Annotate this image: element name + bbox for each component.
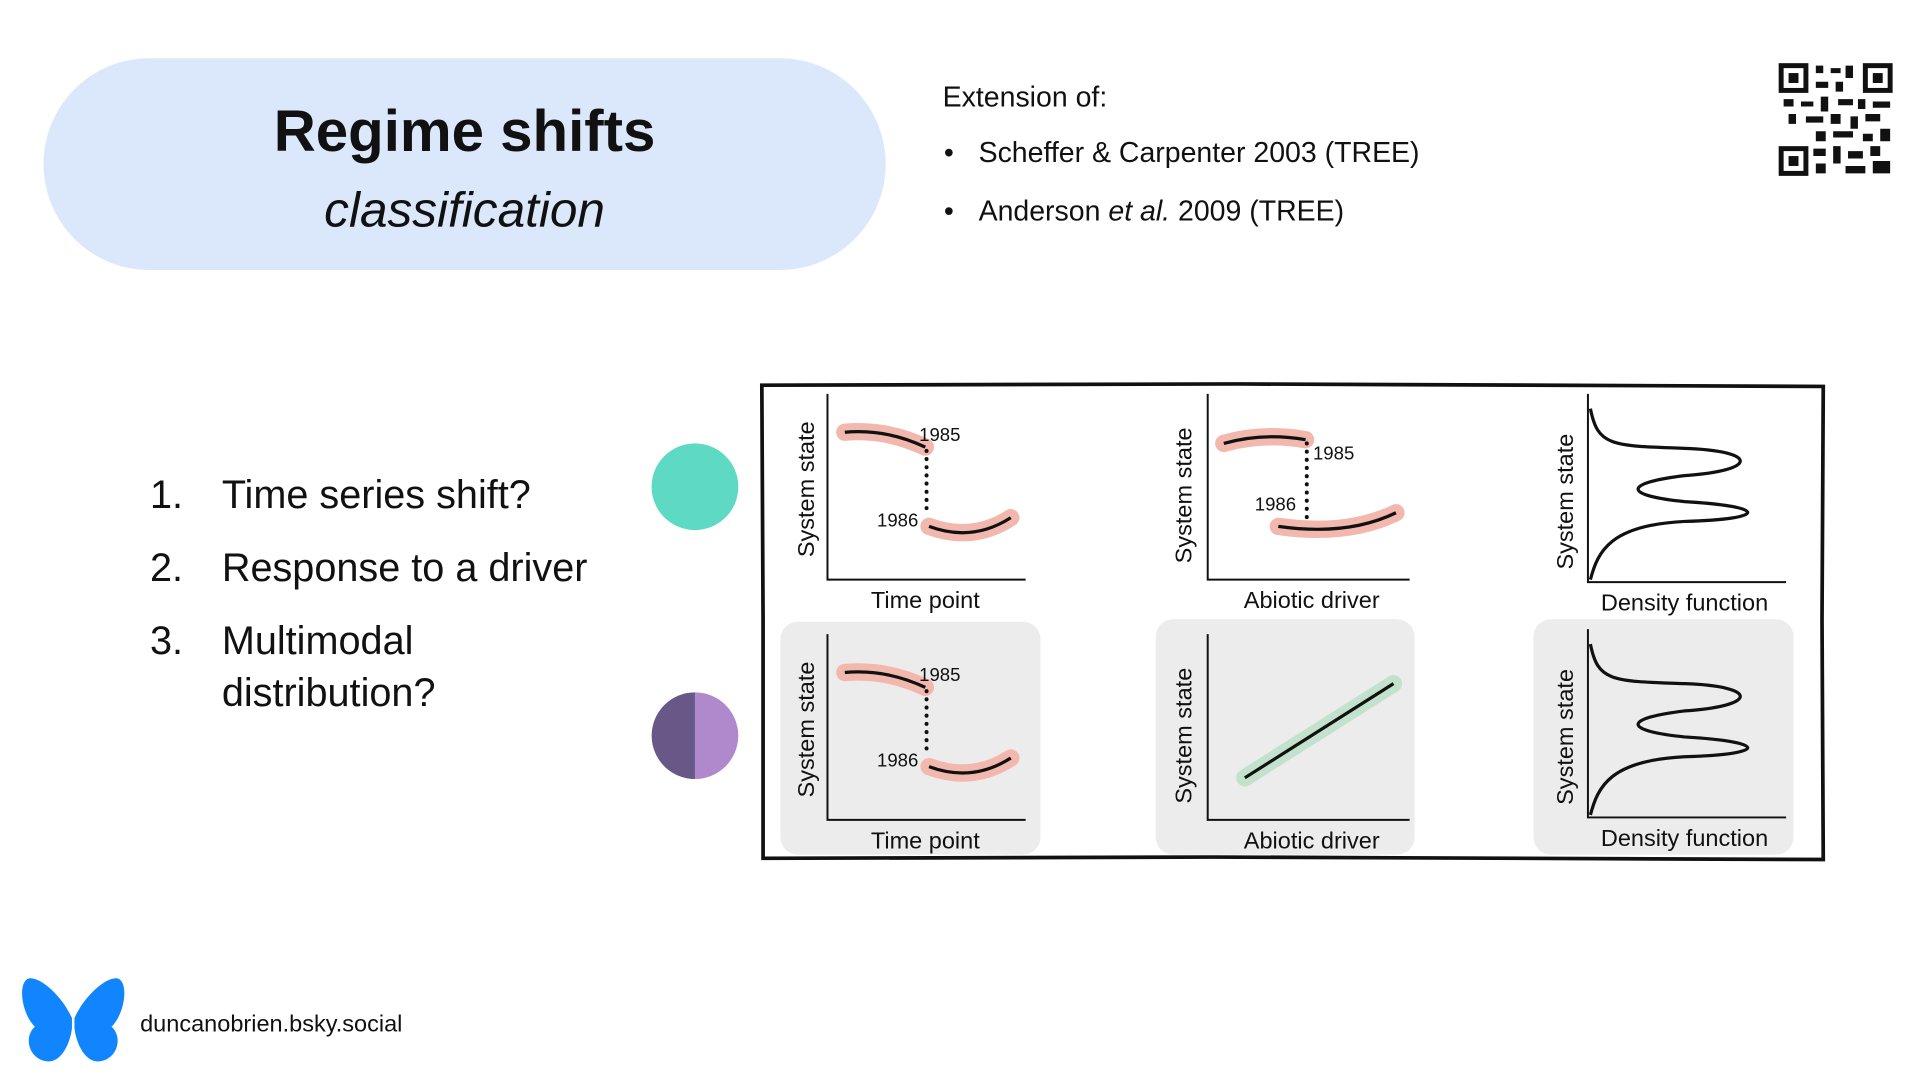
qr-modules — [1783, 65, 1891, 174]
panel-background — [1155, 619, 1415, 855]
qr-finder — [1788, 156, 1799, 166]
panel: 1985 1986 System state Abiotic driver — [1171, 393, 1410, 613]
qr-finder — [1788, 73, 1799, 83]
panel: System state Abiotic driver — [1171, 634, 1410, 853]
axes — [826, 634, 1026, 821]
list-item: Response to a driver — [222, 546, 588, 590]
y-axis-label: System state — [793, 421, 819, 557]
panel: 1985 1986 System state Time point — [793, 393, 1026, 613]
response-line — [1244, 682, 1395, 780]
regime-curve — [1278, 511, 1397, 531]
y-axis-label: System state — [1552, 669, 1578, 805]
x-axis-label: Density function — [1601, 590, 1768, 616]
annotation: 1985 — [919, 664, 960, 685]
bullet: • — [944, 195, 954, 227]
x-axis-label: Density function — [1601, 825, 1768, 851]
panel: System state Density function — [1552, 393, 1787, 616]
annotation: 1986 — [1255, 493, 1296, 514]
panel: 1985 1986 System state Time point — [793, 634, 1026, 853]
reference: Scheffer & Carpenter 2003 (TREE) — [979, 137, 1420, 169]
axes — [1206, 393, 1410, 581]
qr-finder — [1778, 146, 1809, 176]
axes — [1206, 634, 1410, 821]
annotation: 1985 — [1313, 442, 1354, 463]
reference-italic: et al. — [1108, 195, 1170, 227]
subtitle: classification — [324, 183, 605, 238]
x-axis-label: Time point — [871, 827, 980, 853]
list-item: Multimodal — [222, 619, 414, 663]
y-axis-label: System state — [1171, 668, 1197, 804]
row-marker — [651, 692, 695, 780]
x-axis-label: Time point — [871, 587, 980, 613]
wing — [74, 978, 125, 1062]
list-number: 3. — [150, 619, 183, 663]
annotation: 1986 — [877, 750, 918, 771]
x-axis-label: Abiotic driver — [1244, 827, 1380, 853]
title-pill — [43, 58, 886, 270]
list-number: 2. — [150, 546, 183, 590]
panel: System state Density function — [1552, 629, 1787, 851]
reference: Anderson et al. 2009 (TREE) — [979, 195, 1345, 227]
regime-curve — [928, 756, 1012, 775]
x-axis-label: Abiotic driver — [1244, 587, 1380, 613]
axes — [1586, 393, 1787, 584]
list-item: Time series shift? — [222, 473, 531, 517]
axes — [1586, 629, 1787, 819]
list-item: distribution? — [222, 671, 436, 715]
y-axis-label: System state — [1552, 434, 1578, 570]
density-curve — [1588, 408, 1750, 581]
annotation: 1985 — [919, 424, 960, 445]
reference-part: Anderson — [979, 195, 1109, 227]
qr-finder — [1872, 73, 1883, 83]
density-curve — [1588, 643, 1750, 816]
social-handle: duncanobrien.bsky.social — [140, 1011, 402, 1037]
reference-part: 2009 (TREE) — [1170, 195, 1344, 227]
qr-code — [1778, 63, 1893, 176]
wing — [22, 978, 72, 1062]
y-axis-label: System state — [1171, 427, 1197, 563]
list-number: 1. — [150, 473, 183, 517]
regime-curve — [928, 516, 1012, 535]
annotation: 1986 — [877, 509, 918, 530]
row-marker — [694, 692, 739, 780]
axes — [826, 393, 1026, 581]
extension-heading: Extension of: — [943, 82, 1108, 114]
regime-curve — [1223, 435, 1306, 445]
title: Regime shifts — [274, 99, 656, 164]
y-axis-label: System state — [793, 662, 819, 798]
butterfly-logo — [22, 978, 125, 1062]
qr-finder — [1862, 63, 1893, 93]
bullet: • — [944, 137, 954, 169]
qr-finder — [1778, 63, 1809, 93]
row-marker — [651, 443, 739, 531]
regime-curve — [844, 670, 927, 689]
regime-curve — [844, 430, 927, 449]
question-list: 1. Time series shift? 2. Response to a d… — [150, 473, 587, 715]
